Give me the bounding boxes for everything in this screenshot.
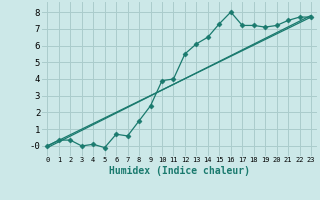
X-axis label: Humidex (Indice chaleur): Humidex (Indice chaleur)	[109, 166, 250, 176]
